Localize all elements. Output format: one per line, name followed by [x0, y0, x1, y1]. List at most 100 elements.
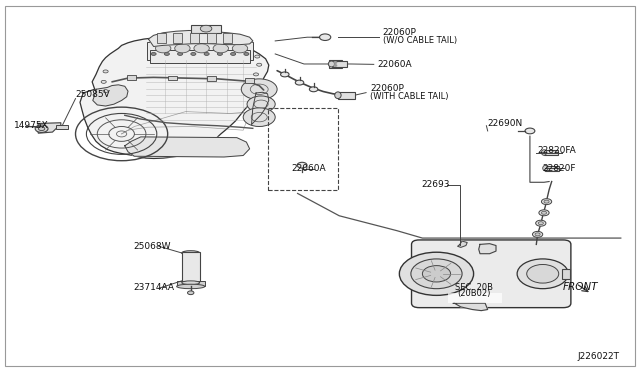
Bar: [56, 125, 68, 129]
Bar: [150, 50, 250, 63]
Circle shape: [204, 52, 209, 55]
Bar: [329, 60, 342, 68]
Bar: [332, 61, 347, 67]
Circle shape: [255, 55, 260, 58]
Circle shape: [35, 125, 48, 132]
Polygon shape: [458, 241, 467, 247]
Circle shape: [517, 259, 568, 289]
Circle shape: [334, 62, 337, 63]
Ellipse shape: [182, 281, 200, 285]
Bar: [544, 150, 558, 155]
Bar: [207, 76, 216, 81]
Text: 22820FA: 22820FA: [538, 146, 577, 155]
Circle shape: [399, 252, 474, 295]
Circle shape: [297, 162, 307, 168]
Circle shape: [539, 210, 549, 216]
Ellipse shape: [543, 165, 548, 171]
Circle shape: [103, 90, 108, 93]
Text: 22820F: 22820F: [542, 164, 575, 173]
Ellipse shape: [182, 251, 200, 255]
Circle shape: [194, 44, 209, 53]
Circle shape: [280, 72, 289, 77]
Text: FRONT: FRONT: [563, 282, 598, 292]
Circle shape: [295, 80, 304, 85]
Circle shape: [422, 266, 451, 282]
Bar: [127, 75, 136, 80]
Circle shape: [164, 52, 170, 55]
Bar: [245, 78, 254, 83]
Circle shape: [177, 52, 182, 55]
Bar: [182, 252, 200, 283]
Polygon shape: [252, 92, 269, 125]
Circle shape: [319, 34, 331, 41]
Text: SEC. 20B: SEC. 20B: [454, 283, 493, 292]
Text: (W/O CABLE TAIL): (W/O CABLE TAIL): [383, 36, 457, 45]
Circle shape: [527, 264, 559, 283]
Circle shape: [535, 233, 540, 236]
Bar: [147, 42, 253, 60]
Polygon shape: [148, 31, 253, 46]
Circle shape: [191, 52, 196, 55]
Circle shape: [309, 87, 318, 92]
Circle shape: [156, 44, 171, 53]
Bar: [157, 33, 166, 43]
Circle shape: [536, 220, 546, 226]
Text: J226022T: J226022T: [577, 352, 620, 361]
Circle shape: [243, 108, 275, 126]
Polygon shape: [37, 123, 61, 133]
Ellipse shape: [335, 92, 341, 99]
Circle shape: [230, 52, 236, 55]
Bar: [268, 108, 338, 190]
Polygon shape: [453, 303, 488, 311]
Polygon shape: [93, 85, 128, 106]
Circle shape: [151, 52, 156, 55]
Circle shape: [218, 52, 223, 55]
Circle shape: [101, 80, 106, 83]
Bar: [223, 33, 232, 43]
Circle shape: [334, 65, 337, 66]
FancyBboxPatch shape: [412, 240, 571, 308]
Circle shape: [253, 73, 259, 76]
Circle shape: [232, 44, 248, 53]
Text: 23714AA: 23714AA: [133, 283, 174, 292]
Bar: [562, 269, 570, 279]
Circle shape: [188, 291, 194, 295]
Circle shape: [411, 259, 462, 289]
Circle shape: [538, 222, 543, 225]
Circle shape: [541, 211, 547, 214]
Polygon shape: [80, 37, 269, 158]
Text: 22690N: 22690N: [488, 119, 523, 128]
Circle shape: [525, 128, 535, 134]
Bar: [448, 293, 502, 303]
Text: 22060A: 22060A: [292, 164, 326, 173]
Circle shape: [103, 70, 108, 73]
Circle shape: [213, 44, 228, 53]
Text: 22060P: 22060P: [383, 28, 417, 37]
Circle shape: [544, 200, 549, 203]
Bar: [545, 166, 559, 171]
Bar: [418, 268, 426, 280]
Text: 22060A: 22060A: [378, 60, 412, 69]
Text: 25085V: 25085V: [76, 90, 110, 99]
Ellipse shape: [541, 150, 547, 155]
Circle shape: [532, 231, 543, 237]
Circle shape: [200, 25, 212, 32]
Bar: [168, 76, 177, 80]
Text: 22060P: 22060P: [370, 84, 404, 93]
Bar: [207, 33, 216, 43]
Circle shape: [247, 96, 275, 112]
Circle shape: [257, 63, 262, 66]
Bar: [191, 25, 221, 33]
Bar: [177, 281, 205, 286]
Polygon shape: [125, 137, 250, 157]
Circle shape: [241, 79, 277, 100]
Circle shape: [175, 44, 190, 53]
Text: 25068W: 25068W: [133, 242, 171, 251]
Bar: [338, 92, 355, 99]
Ellipse shape: [177, 284, 205, 289]
Circle shape: [541, 199, 552, 205]
Text: 14975X: 14975X: [14, 121, 49, 130]
Text: (WITH CABLE TAIL): (WITH CABLE TAIL): [370, 92, 449, 101]
Ellipse shape: [328, 61, 335, 67]
Polygon shape: [479, 244, 496, 254]
